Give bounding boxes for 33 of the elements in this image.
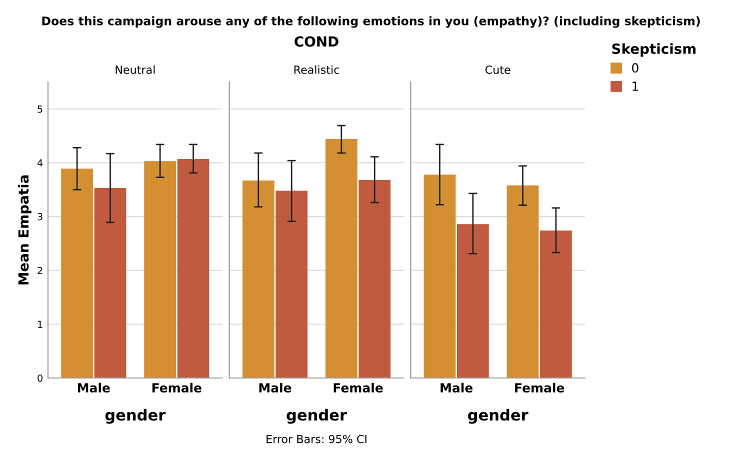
y-axis-title: Mean Empatia bbox=[18, 175, 32, 284]
chart-subtitle: Cute bbox=[485, 66, 510, 74]
x-axis-title: gender bbox=[105, 408, 166, 424]
x-tick-label: Male bbox=[78, 382, 110, 393]
bar bbox=[540, 230, 572, 378]
y-tick-label: 2 bbox=[38, 266, 42, 274]
chart-subtitle: Realistic bbox=[294, 65, 339, 74]
y-tick-label: 1 bbox=[38, 320, 42, 328]
y-tick-label: 3 bbox=[38, 213, 42, 220]
bar bbox=[456, 224, 489, 378]
bar bbox=[325, 139, 358, 378]
chart-title: COND bbox=[294, 36, 338, 47]
text: Does this campaign arouse any of the following emotions in you (empathy)? (including skepticism) bbox=[42, 16, 700, 28]
text: Error Bars: 95% CI bbox=[266, 434, 366, 444]
x-axis-title: gender bbox=[468, 408, 528, 424]
y-tick-label: 5 bbox=[38, 106, 42, 113]
legend-title: Skepticism bbox=[612, 43, 696, 57]
bar bbox=[242, 180, 274, 378]
y-tick-label: 0 bbox=[38, 374, 42, 382]
x-tick-label: Female bbox=[515, 382, 564, 393]
chart-subtitle: Neutral bbox=[116, 65, 155, 74]
bar bbox=[424, 174, 456, 378]
legend-label: 1 bbox=[632, 82, 638, 91]
bar bbox=[276, 190, 308, 378]
bar bbox=[358, 180, 391, 378]
x-tick-label: Male bbox=[440, 382, 473, 393]
x-tick-label: Male bbox=[259, 382, 292, 393]
x-tick-label: Female bbox=[152, 382, 202, 393]
x-axis-title: gender bbox=[286, 408, 347, 424]
x-tick-label: Female bbox=[334, 382, 383, 393]
legend-label: 0 bbox=[632, 63, 638, 73]
y-tick-label: 4 bbox=[37, 159, 43, 166]
bar bbox=[506, 185, 539, 378]
